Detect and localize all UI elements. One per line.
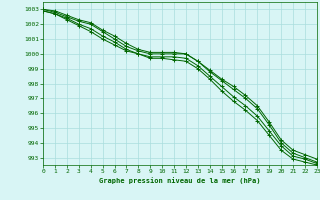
X-axis label: Graphe pression niveau de la mer (hPa): Graphe pression niveau de la mer (hPa) bbox=[99, 177, 261, 184]
